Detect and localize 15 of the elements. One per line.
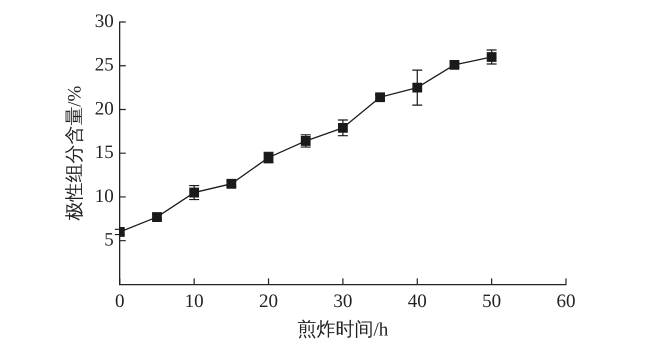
x-tick-label: 20 <box>259 290 278 312</box>
x-tick-label: 50 <box>482 290 502 312</box>
x-axis-title: 煎炸时间/h <box>298 318 389 341</box>
x-tick-label: 40 <box>408 290 427 312</box>
y-tick-label: 30 <box>94 10 114 32</box>
y-axis-title: 极性组分含量/% <box>64 85 86 222</box>
x-tick-label: 30 <box>333 290 352 312</box>
x-tick-label: 0 <box>115 290 125 312</box>
x-tick-label: 10 <box>184 290 204 312</box>
y-tick-label: 25 <box>94 54 114 76</box>
x-tick-label: 60 <box>556 290 576 312</box>
y-tick-label: 5 <box>104 230 114 251</box>
y-tick-label: 15 <box>94 142 114 164</box>
y-tick-label: 10 <box>94 186 114 207</box>
y-tick-label: 20 <box>94 98 114 120</box>
